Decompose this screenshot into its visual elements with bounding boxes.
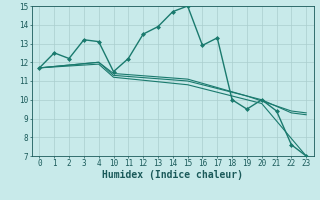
X-axis label: Humidex (Indice chaleur): Humidex (Indice chaleur) bbox=[102, 170, 243, 180]
